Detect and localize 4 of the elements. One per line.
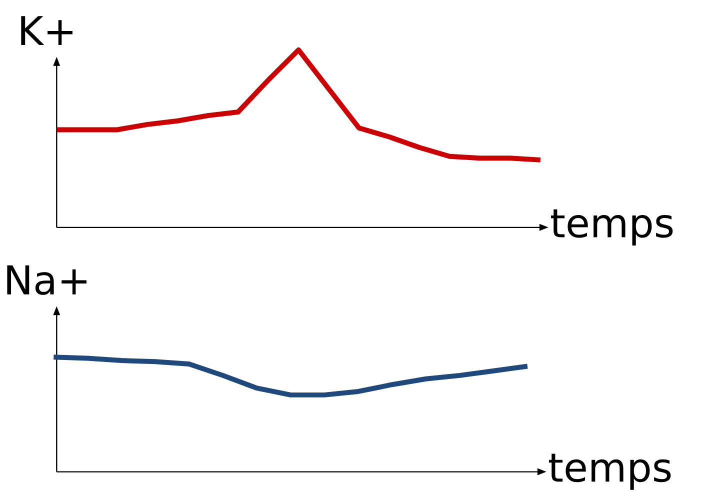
- y-axis-title: K+: [21, 16, 72, 46]
- x-axis-title: temps: [550, 209, 673, 246]
- y-axis-title: Na+: [7, 266, 86, 296]
- x-axis-title: temps: [548, 454, 671, 490]
